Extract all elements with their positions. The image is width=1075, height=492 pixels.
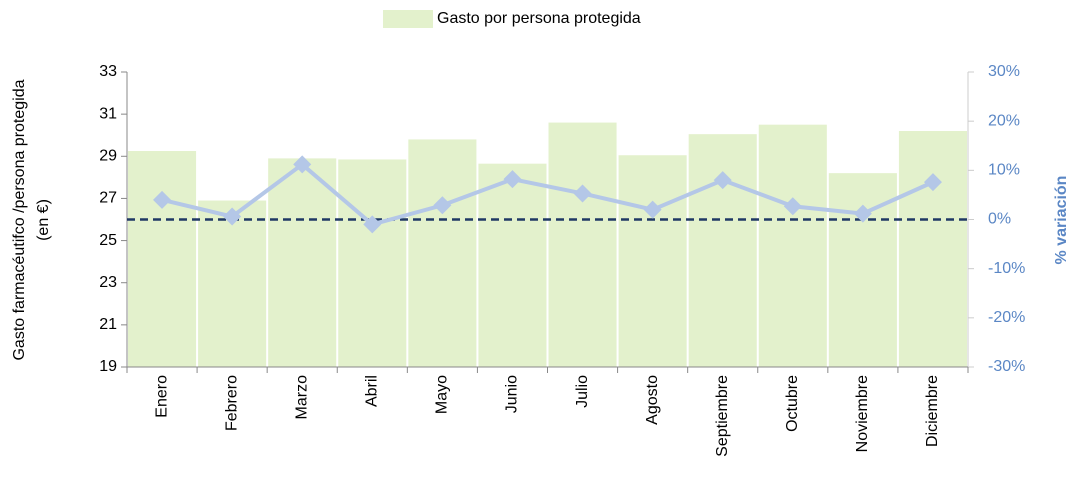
bar [688, 134, 757, 367]
line [161, 161, 934, 227]
y-tick-label: 31 [99, 105, 117, 122]
y2-tick-label: -10% [988, 260, 1025, 277]
bar [198, 200, 267, 367]
x-tick-label: Junio [504, 375, 521, 413]
marker [363, 215, 382, 234]
y2-tick-label: -30% [988, 358, 1025, 375]
x-tick-label: Noviembre [854, 375, 871, 452]
y-tick-label: 21 [99, 316, 117, 333]
x-tick-label: Agosto [644, 375, 661, 425]
marker [713, 171, 732, 190]
x-tick-label: Febrero [223, 375, 240, 431]
x-tick-label: Octubre [784, 375, 801, 432]
bar [618, 155, 687, 367]
marker [503, 170, 522, 189]
y2-tick-label: 10% [988, 162, 1020, 179]
bar [408, 139, 477, 367]
y2-tick-label: 20% [988, 112, 1020, 129]
y2-tick-label: 0% [988, 211, 1011, 228]
marker [153, 190, 172, 209]
marker [433, 196, 452, 215]
y-tick-label: 25 [99, 232, 117, 249]
x-tick-label: Marzo [293, 375, 310, 420]
x-tick-label: Abril [364, 375, 381, 407]
bar [758, 124, 827, 367]
y-tick-label: 29 [99, 148, 117, 165]
x-tick-label: Julio [574, 375, 591, 408]
x-tick-label: Septiembre [714, 375, 731, 457]
bar [548, 122, 617, 367]
y-tick-label: 19 [99, 358, 117, 375]
bar [898, 131, 967, 367]
x-tick-label: Enero [153, 375, 170, 418]
bar [478, 163, 547, 367]
bar [268, 158, 337, 367]
marker [643, 200, 662, 219]
y2-axis-label: % variación [1053, 176, 1070, 265]
y-tick-label: 23 [99, 274, 117, 291]
y-tick-label: 27 [99, 190, 117, 207]
y2-tick-label: 30% [988, 63, 1020, 80]
x-tick-label: Diciembre [924, 375, 941, 447]
marker [223, 207, 242, 226]
bar [128, 151, 197, 367]
y2-tick-label: -20% [988, 309, 1025, 326]
marker [923, 173, 942, 192]
y-tick-label: 33 [99, 63, 117, 80]
marker [783, 197, 802, 216]
marker [853, 204, 872, 223]
bar [338, 159, 407, 367]
y-axis-label: (en €) [35, 199, 52, 241]
legend-swatch [383, 10, 433, 28]
x-tick-label: Mayo [434, 375, 451, 414]
marker [293, 155, 312, 174]
y-axis-label: Gasto farmacéutifco /persona protegida [11, 79, 28, 360]
legend-label: Gasto por persona protegida [437, 10, 641, 27]
marker [573, 184, 592, 203]
